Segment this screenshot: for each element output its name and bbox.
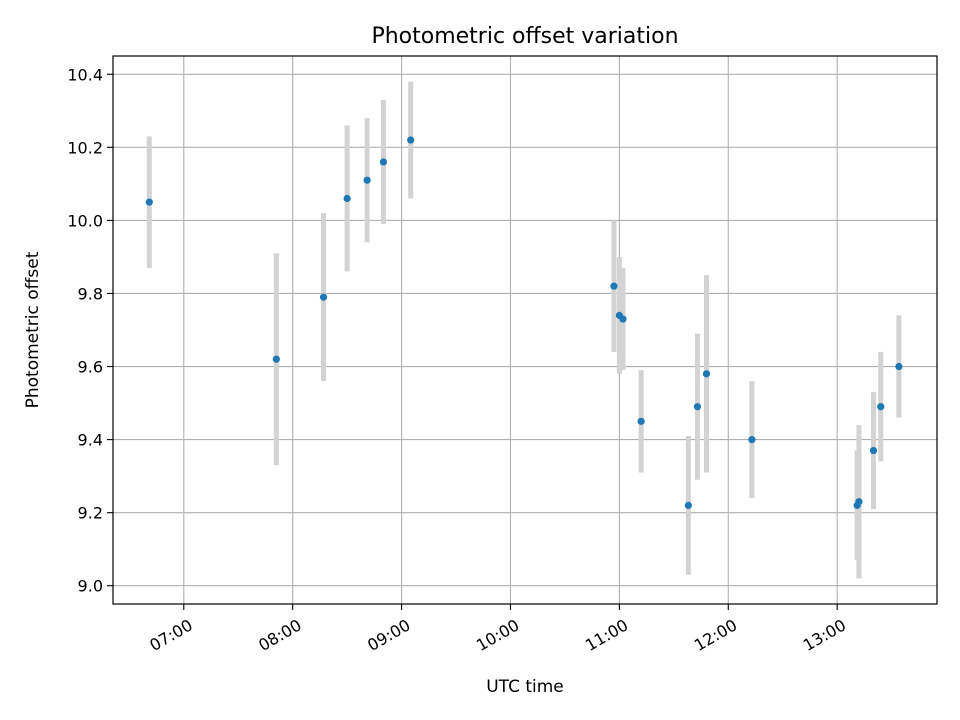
data-point — [693, 403, 702, 411]
y-axis: 9.0 9.2 9.4 9.6 9.8 10.0 10.2 10.4 — [67, 65, 113, 596]
data-point — [684, 501, 692, 509]
y-axis-label: Photometric offset — [23, 251, 43, 408]
data-point — [619, 315, 627, 323]
data-point — [637, 417, 645, 425]
data-point — [869, 446, 878, 455]
data-point — [343, 194, 351, 203]
y-tick-label: 10.2 — [67, 138, 103, 157]
y-tick-label: 10.0 — [67, 211, 103, 230]
data-point — [877, 403, 885, 411]
y-tick-label: 9.6 — [78, 358, 103, 377]
y-tick-label: 9.8 — [78, 284, 103, 303]
data-points — [145, 136, 903, 509]
data-point — [610, 282, 618, 290]
y-tick-label: 9.0 — [78, 577, 103, 596]
data-point — [895, 362, 903, 371]
chart-title: Photometric offset variation — [371, 24, 678, 49]
plot-frame — [112, 55, 938, 605]
y-tick-label: 9.4 — [78, 431, 103, 450]
data-point — [748, 436, 756, 444]
data-point — [407, 136, 415, 144]
y-tick-label: 10.4 — [67, 65, 103, 84]
data-point — [319, 293, 328, 301]
data-point — [702, 370, 711, 378]
data-point — [145, 198, 153, 206]
x-axis-label: UTC time — [486, 677, 564, 697]
data-point — [363, 176, 371, 184]
data-point — [272, 355, 280, 363]
data-point — [855, 498, 863, 506]
y-tick-label: 9.2 — [78, 504, 103, 523]
data-point — [379, 158, 388, 166]
